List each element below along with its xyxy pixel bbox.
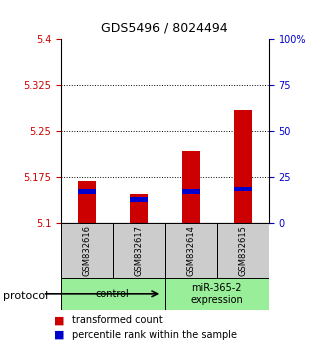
FancyBboxPatch shape <box>113 223 165 278</box>
Bar <box>182 150 200 223</box>
Text: transformed count: transformed count <box>72 315 163 325</box>
Title: GDS5496 / 8024494: GDS5496 / 8024494 <box>101 22 228 35</box>
Text: GSM832615: GSM832615 <box>238 225 247 276</box>
FancyBboxPatch shape <box>61 223 113 278</box>
Text: GSM832616: GSM832616 <box>82 225 91 276</box>
Text: GSM832617: GSM832617 <box>134 225 143 276</box>
Text: GSM832614: GSM832614 <box>186 225 195 276</box>
Text: control: control <box>96 289 130 299</box>
Bar <box>182 189 200 194</box>
Text: ■: ■ <box>54 330 65 339</box>
Text: percentile rank within the sample: percentile rank within the sample <box>72 330 237 339</box>
Bar <box>234 109 252 223</box>
Text: ■: ■ <box>54 315 65 325</box>
FancyBboxPatch shape <box>217 223 269 278</box>
Bar <box>130 194 148 223</box>
Text: miR-365-2
expression: miR-365-2 expression <box>190 283 243 305</box>
FancyBboxPatch shape <box>165 223 217 278</box>
FancyBboxPatch shape <box>165 278 269 310</box>
FancyBboxPatch shape <box>61 278 165 310</box>
Text: protocol: protocol <box>3 291 48 301</box>
Bar <box>78 189 96 194</box>
Bar <box>130 197 148 201</box>
Bar <box>78 181 96 223</box>
Bar <box>234 187 252 191</box>
